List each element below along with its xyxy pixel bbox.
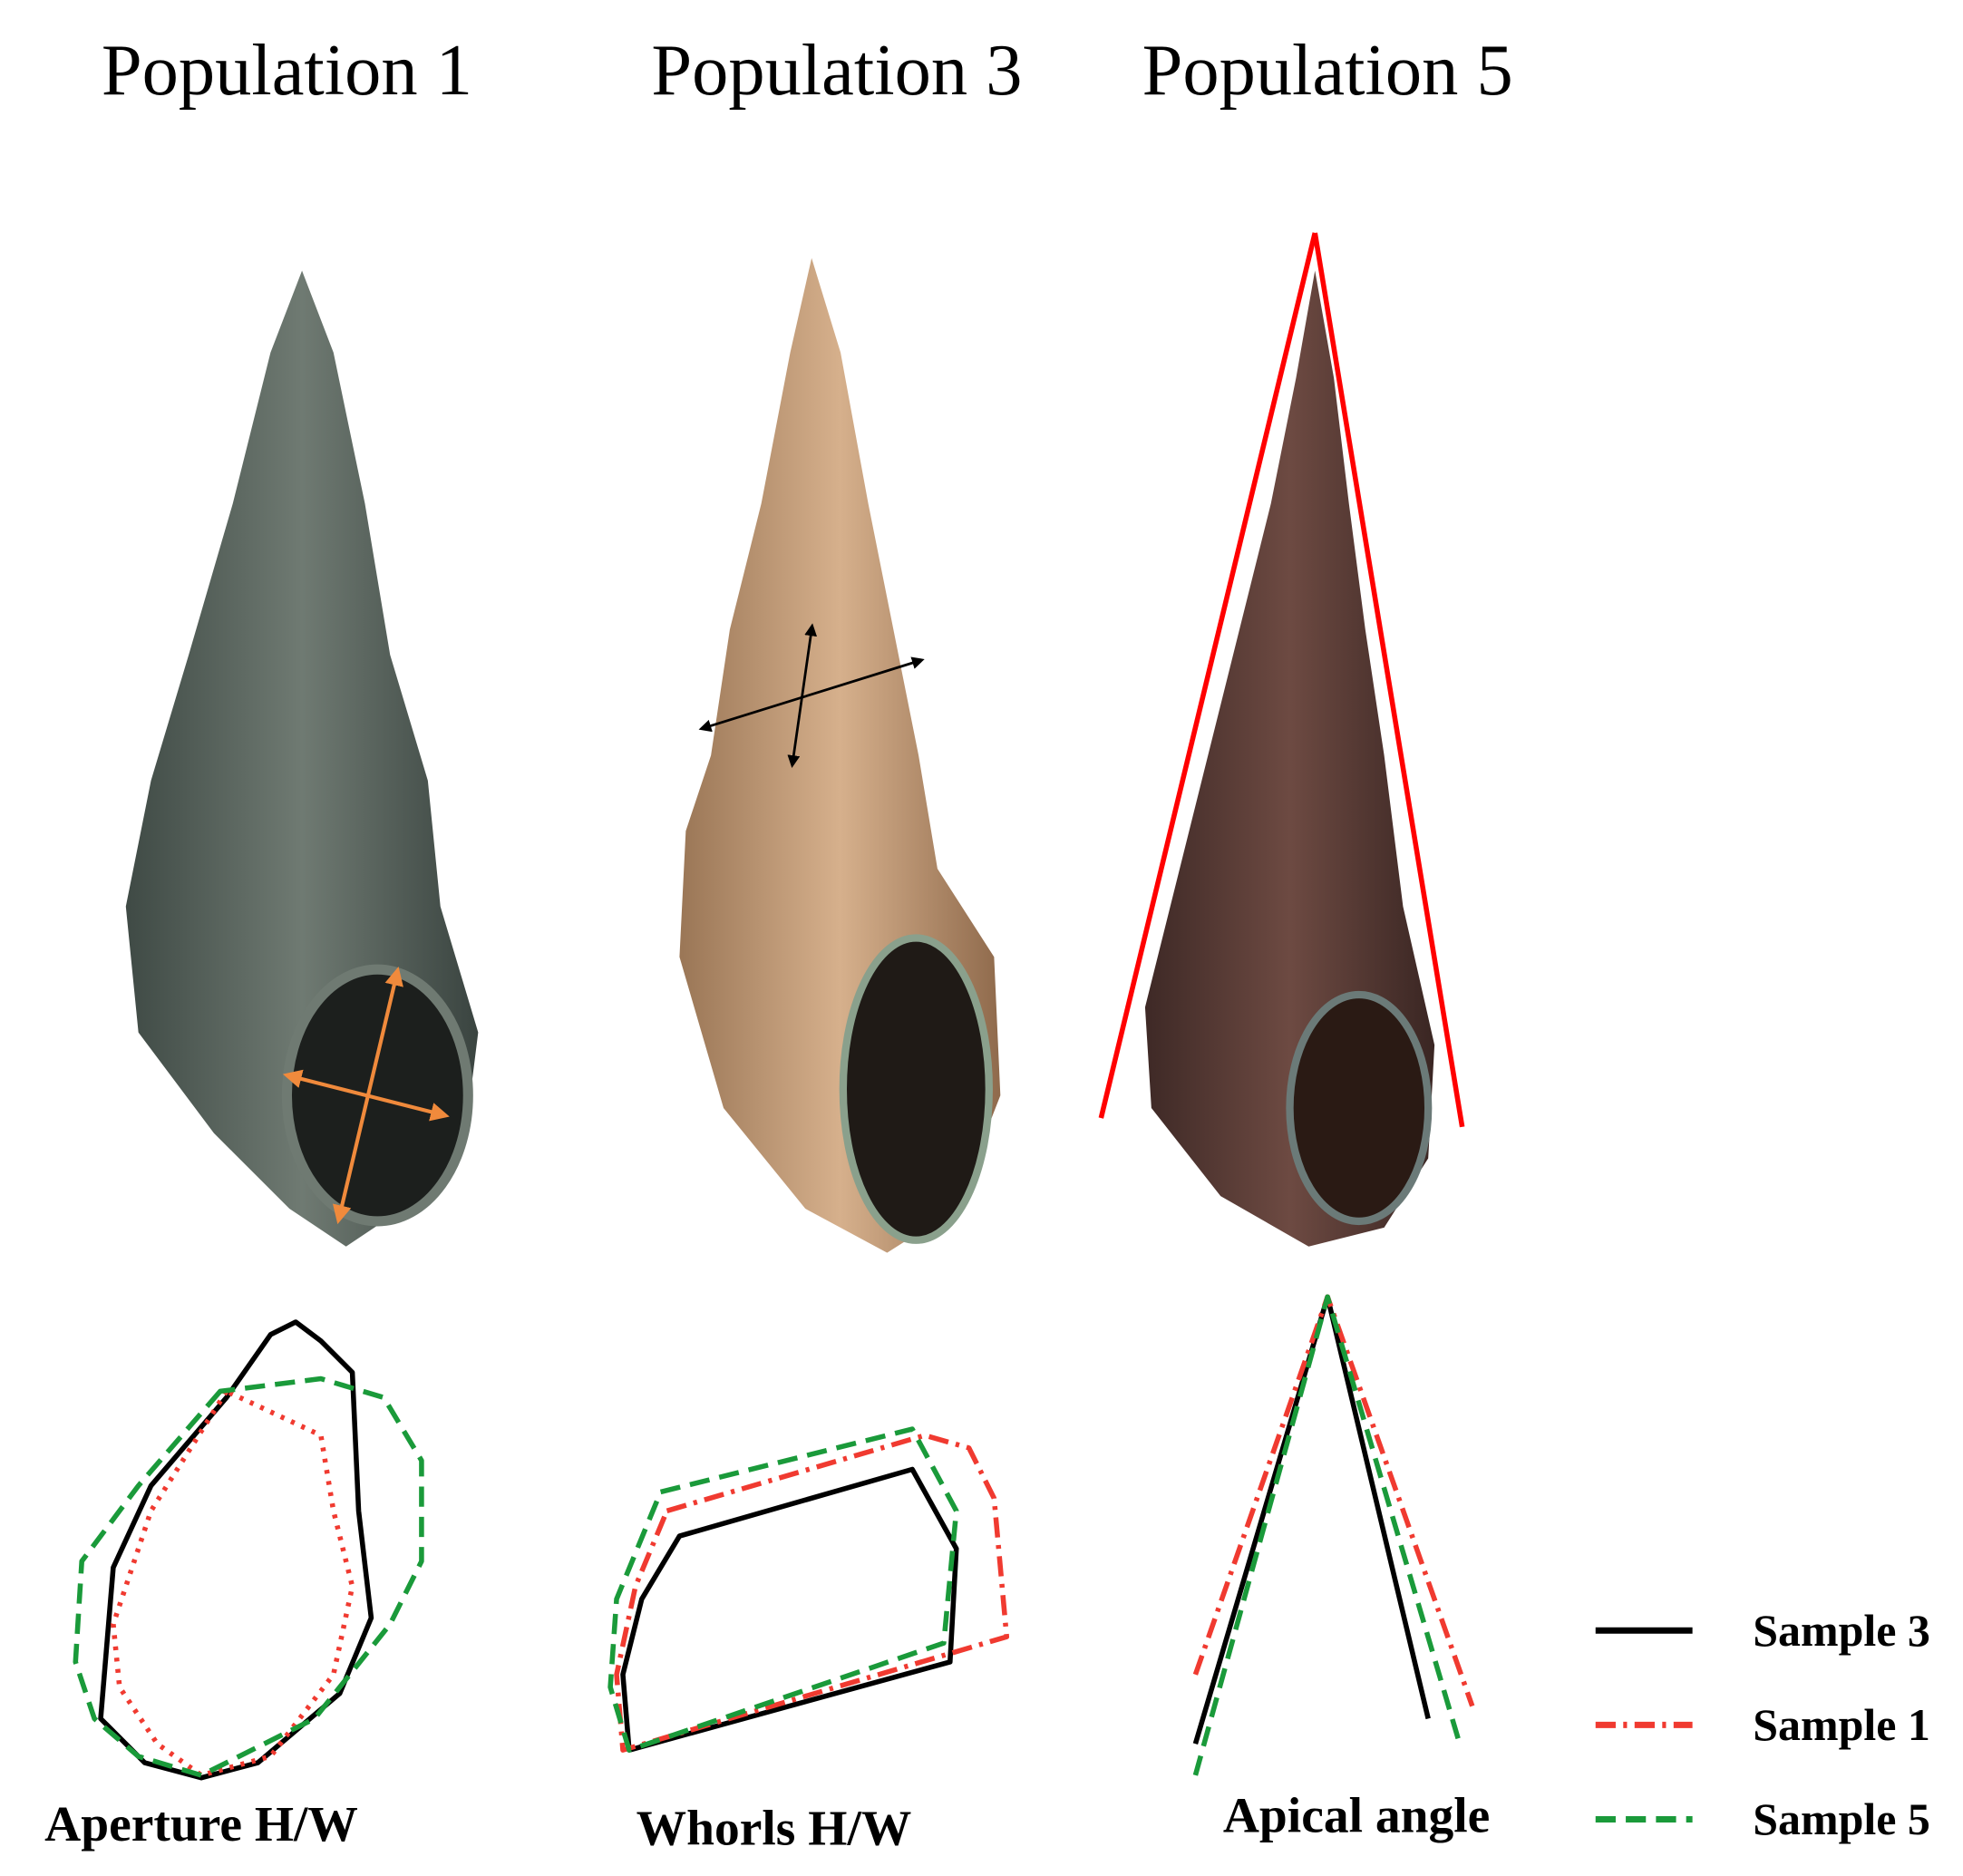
shell-photo [1098,232,1465,1247]
outline-diagram [73,1294,1475,1781]
measure-label: Whorls H/W [637,1801,912,1856]
population-title: Population 1 [102,30,472,111]
legend-label: Sample 1 [1753,1699,1930,1750]
legend-label: Sample 5 [1753,1793,1930,1844]
shell-photo [125,270,479,1247]
legend-label: Sample 3 [1753,1605,1930,1656]
measure-label: Aperture H/W [44,1797,358,1852]
shell-photo [679,258,1001,1253]
measure-label: Apical angle [1223,1788,1490,1843]
population-title: Population 3 [651,30,1022,111]
population-title: Population 5 [1142,30,1513,111]
legend: Sample 3 Sample 1 Sample 5 [1595,1605,1930,1844]
